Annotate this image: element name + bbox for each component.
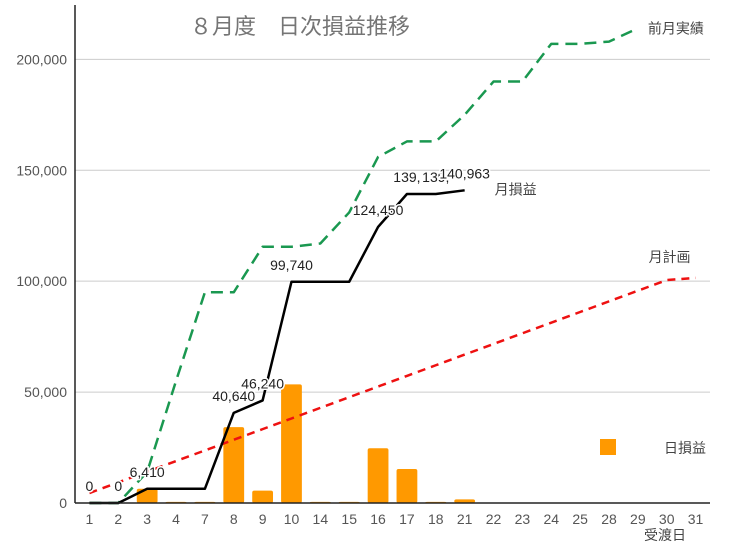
bar-daily-pnl bbox=[454, 499, 476, 503]
data-label: 0 bbox=[86, 478, 94, 494]
bar-daily-pnl bbox=[367, 448, 389, 503]
monthly-plan-line bbox=[88, 276, 696, 495]
data-label: 140,963 bbox=[439, 165, 490, 181]
x-tick-label: 21 bbox=[457, 511, 473, 527]
x-tick-label: 29 bbox=[630, 511, 646, 527]
grid-layer bbox=[75, 58, 710, 393]
bar-daily-pnl bbox=[136, 488, 158, 503]
x-tick-label: 3 bbox=[143, 511, 151, 527]
y-tick-label: 0 bbox=[59, 495, 67, 511]
bar-daily-pnl bbox=[252, 490, 274, 503]
data-label: 124,450 bbox=[353, 202, 404, 218]
bar-daily-pnl bbox=[281, 384, 302, 503]
x-tick-label: 23 bbox=[515, 511, 531, 527]
data-label: 0 bbox=[114, 478, 122, 494]
data-label: 40,640 bbox=[212, 388, 255, 404]
legend-label-daily: 日損益 bbox=[664, 441, 706, 457]
bar-daily-pnl bbox=[223, 427, 245, 503]
x-tick-label: 2 bbox=[114, 511, 122, 527]
chart-title: ８月度 日次損益推移 bbox=[190, 15, 410, 40]
data-label: 46,240 bbox=[241, 375, 284, 391]
x-tick-label: 31 bbox=[688, 511, 704, 527]
x-tick-label: 14 bbox=[313, 511, 329, 527]
cumulative-pnl-line bbox=[89, 189, 465, 505]
y-tick-label: 50,000 bbox=[24, 384, 67, 400]
data-label: 99,740 bbox=[270, 257, 313, 273]
series-label-previous: 前月実績 bbox=[648, 20, 704, 37]
x-tick-label: 28 bbox=[601, 511, 617, 527]
data-label: 6,410 bbox=[130, 464, 165, 480]
x-tick-label: 24 bbox=[543, 511, 559, 527]
x-tick-label: 4 bbox=[172, 511, 180, 527]
x-tick-label: 7 bbox=[201, 511, 209, 527]
previous-month-line bbox=[89, 27, 639, 505]
x-tick-label: 1 bbox=[86, 511, 94, 527]
bars-layer bbox=[136, 384, 476, 503]
bar-daily-pnl bbox=[396, 469, 418, 503]
x-tick-label: 8 bbox=[230, 511, 238, 527]
y-tick-label: 100,000 bbox=[16, 273, 67, 289]
x-tick-label: 22 bbox=[486, 511, 502, 527]
x-axis-title: 受渡日 bbox=[644, 528, 686, 544]
lines-layer bbox=[88, 27, 696, 505]
series-label-cumulative: 月損益 bbox=[495, 182, 537, 198]
x-tick-label: 9 bbox=[259, 511, 267, 527]
data-label: 139, bbox=[393, 169, 420, 185]
x-tick-label: 15 bbox=[341, 511, 357, 527]
y-tick-label: 150,000 bbox=[16, 162, 67, 178]
legend-swatch-daily bbox=[600, 439, 616, 455]
x-tick-label: 16 bbox=[370, 511, 386, 527]
y-tick-label: 200,000 bbox=[16, 51, 67, 67]
x-tick-label: 25 bbox=[572, 511, 588, 527]
data-label: 139, bbox=[422, 169, 449, 185]
x-tick-label: 17 bbox=[399, 511, 415, 527]
series-label-plan: 月計画 bbox=[649, 250, 691, 266]
x-tick-label: 18 bbox=[428, 511, 444, 527]
x-tick-label: 30 bbox=[659, 511, 675, 527]
x-tick-label: 10 bbox=[284, 511, 300, 527]
